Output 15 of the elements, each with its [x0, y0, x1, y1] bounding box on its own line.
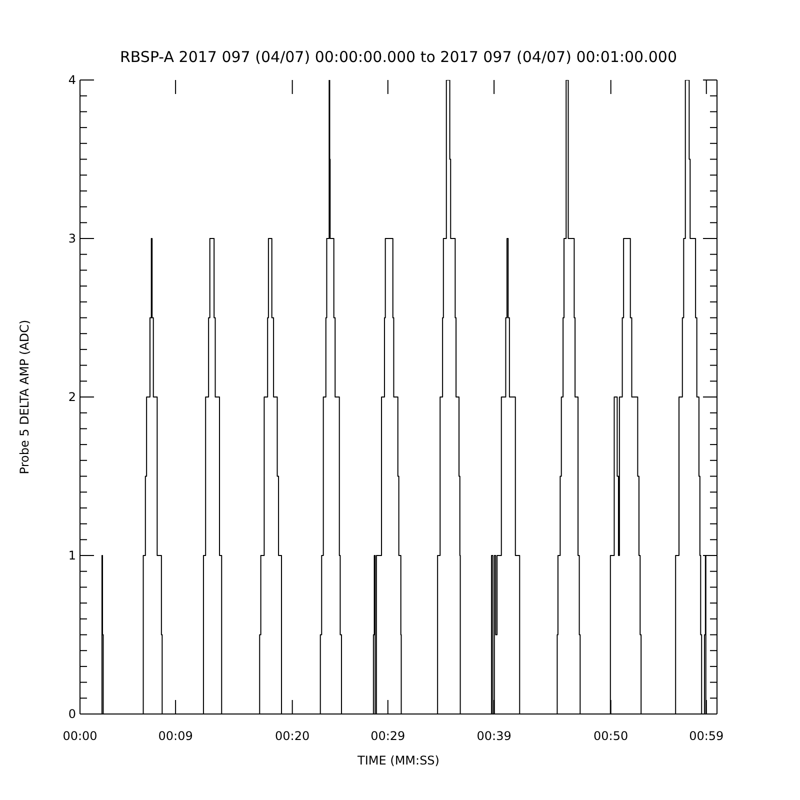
x-tick-label: 00:20 [275, 729, 310, 743]
y-tick-label: 1 [68, 548, 76, 562]
y-tick-label: 3 [68, 232, 76, 246]
x-tick-label: 00:50 [594, 729, 628, 743]
x-tick-label: 00:09 [158, 729, 193, 743]
y-tick-label: 2 [68, 390, 76, 404]
y-axis-title: Probe 5 DELTA AMP (ADC) [17, 320, 32, 474]
x-axis-title: TIME (MM:SS) [356, 754, 440, 768]
y-tick-label: 0 [68, 707, 76, 721]
x-tick-label: 00:59 [689, 729, 724, 743]
x-tick-label: 00:00 [62, 729, 98, 743]
y-tick-label: 4 [68, 73, 76, 87]
chart-title: RBSP-A 2017 097 (04/07) 00:00:00.000 to 2017 097 (04/07) 00:01:00.000 [118, 48, 678, 66]
x-tick-label: 00:29 [370, 729, 406, 743]
x-tick-label: 00:39 [476, 729, 512, 743]
